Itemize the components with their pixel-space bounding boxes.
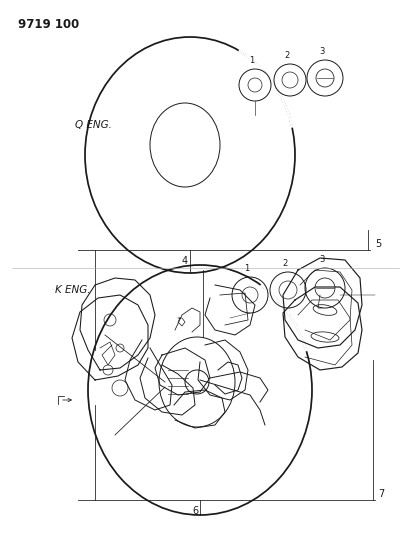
Text: 3: 3 [319,255,325,264]
Text: 9719 100: 9719 100 [18,18,79,31]
Text: 2: 2 [284,51,290,60]
Text: K ENG.: K ENG. [55,285,90,295]
Text: 1: 1 [245,264,249,273]
Text: 4: 4 [182,256,188,266]
Text: 5: 5 [375,239,381,249]
Text: 7: 7 [378,489,384,499]
Text: 3: 3 [319,47,325,56]
Text: 2: 2 [282,259,288,268]
Text: 1: 1 [249,56,255,65]
Text: Q ENG.: Q ENG. [75,120,112,130]
Text: 6: 6 [192,506,198,516]
